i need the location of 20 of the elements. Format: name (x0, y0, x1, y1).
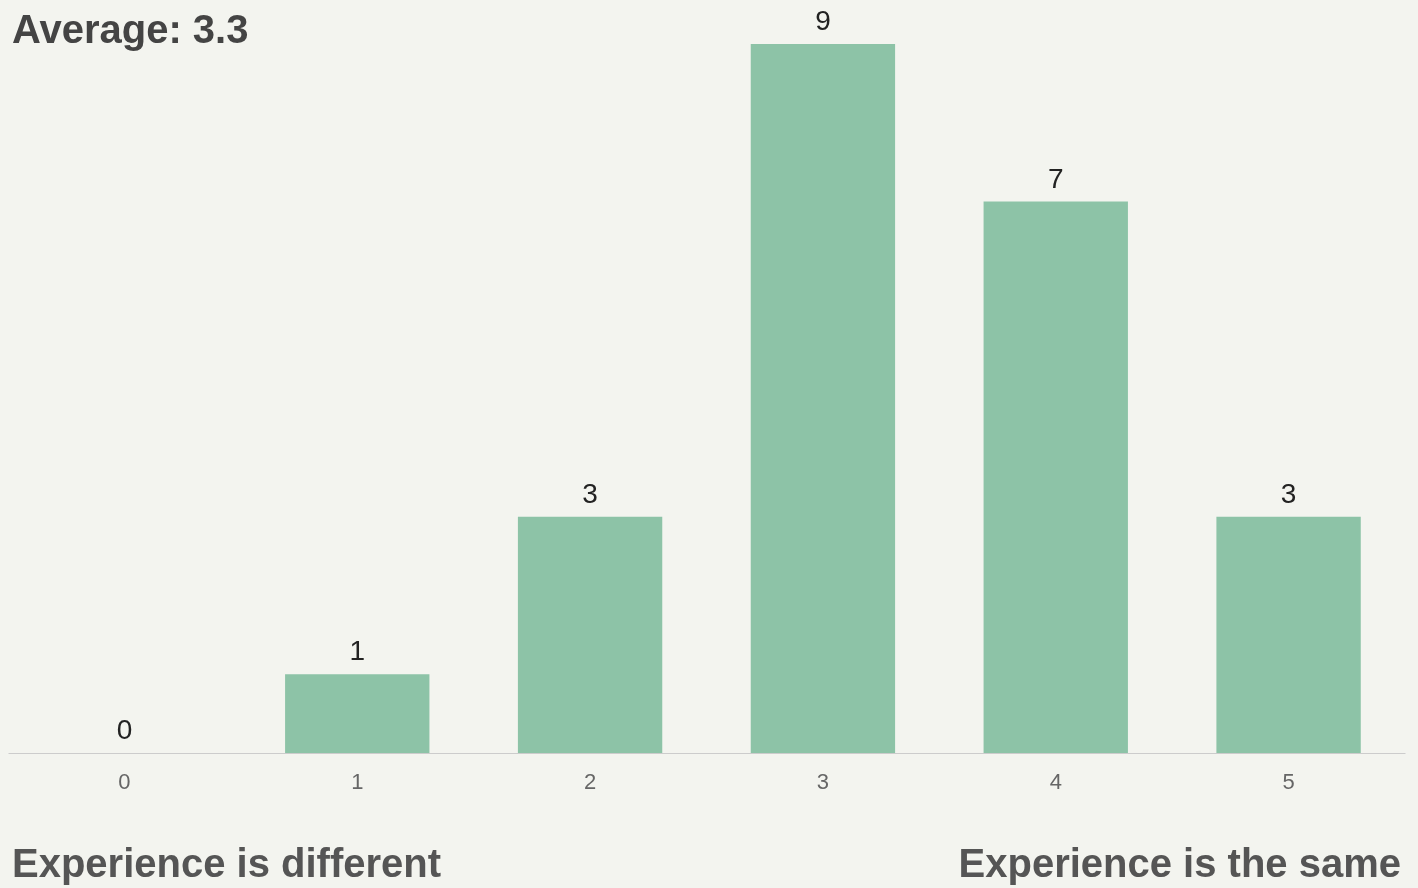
bar (1216, 516, 1361, 753)
x-tick-label: 5 (1282, 768, 1295, 794)
data-label: 3 (1280, 477, 1297, 509)
chart-title: Average: 3.3 (12, 7, 249, 51)
data-label: 7 (1047, 162, 1064, 194)
bar (285, 674, 430, 753)
data-label: 0 (116, 714, 133, 745)
bar (517, 516, 663, 753)
data-label: 9 (815, 5, 831, 36)
x-tick-label: 3 (816, 768, 830, 794)
bar (983, 201, 1128, 753)
text: Experience is the same (958, 841, 1401, 885)
text: Experience is different (12, 841, 442, 885)
x-tick-label: 0 (118, 768, 131, 794)
data-label: 1 (349, 635, 366, 667)
x-tick-label: 4 (1049, 768, 1062, 794)
x-tick-label: 1 (351, 768, 364, 794)
bar (750, 44, 896, 753)
data-label: 3 (582, 477, 598, 509)
x-tick-label: 2 (583, 768, 597, 794)
